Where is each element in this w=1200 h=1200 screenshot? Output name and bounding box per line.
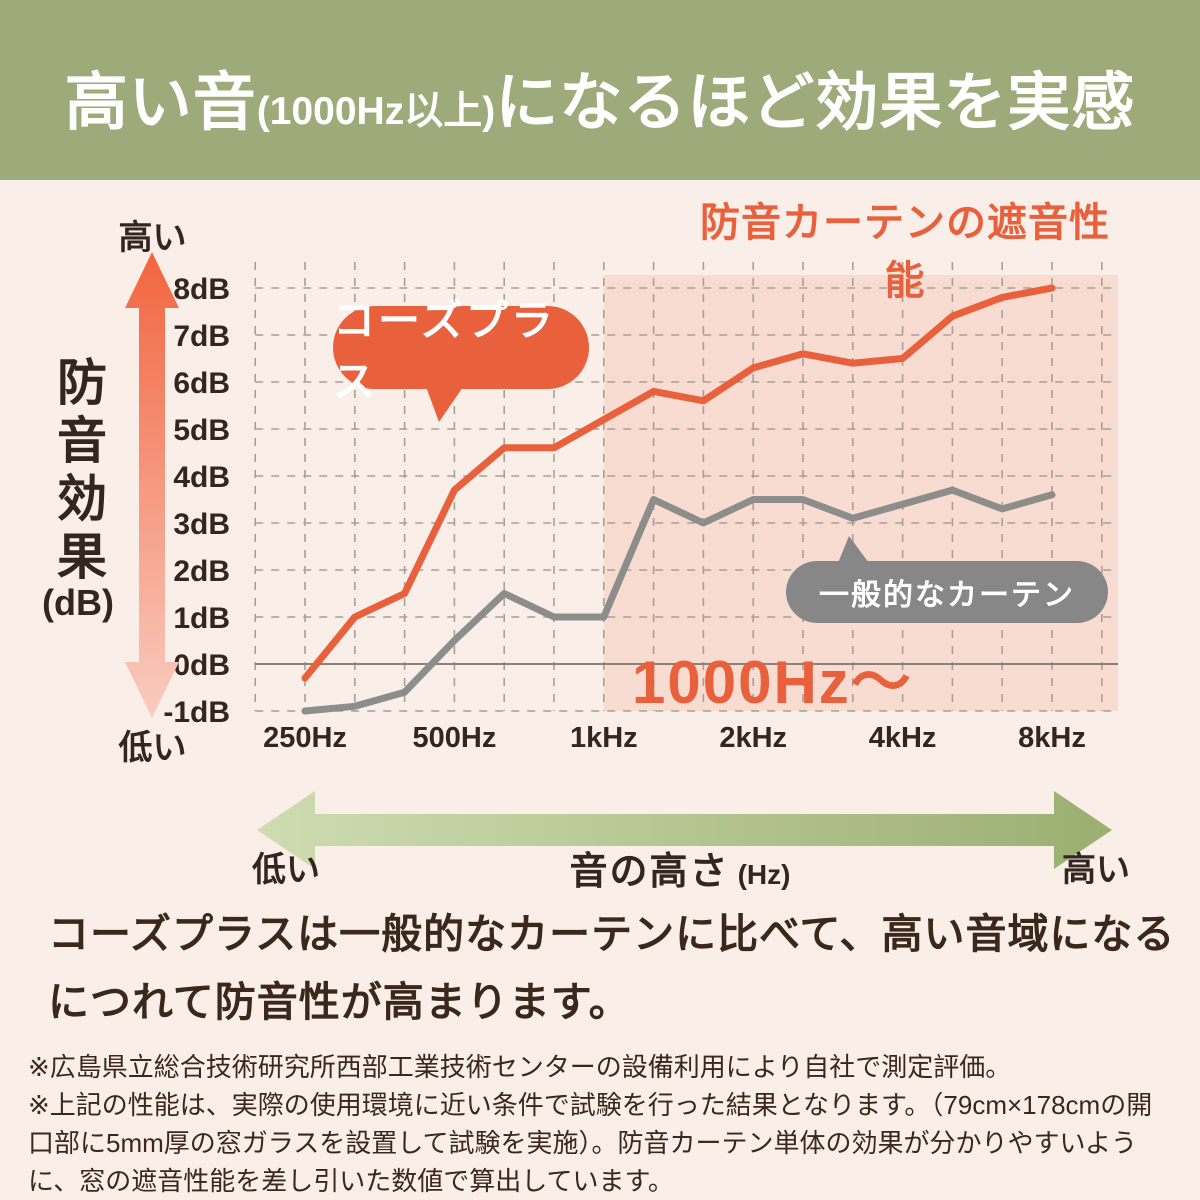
description-line-1: コーズプラスは一般的なカーテンに比べて、高い音域になる [48, 911, 1176, 957]
x-tick-label: 1kHz [570, 722, 638, 754]
y-axis-low-label: 低い [118, 729, 187, 767]
y-axis-high-label: 高い [118, 219, 187, 257]
x-axis-title: 音の高さ (Hz) [480, 840, 880, 895]
banner-title-part2: (1000Hz以上) [256, 90, 496, 133]
series-label-text: コーズプラス [333, 296, 556, 405]
y-axis-label: 防音効果 [50, 356, 106, 588]
description-text: コーズプラスは一般的なカーテンに比べて、高い音域になる につれて防音性が高まりま… [48, 900, 1178, 1036]
x-axis-title-unit: (Hz) [737, 859, 791, 890]
y-tick-label: 8dB [173, 273, 230, 306]
banner-title-part3: になるほど効果を実感 [495, 68, 1136, 138]
x-tick-label: 2kHz [719, 722, 787, 754]
x-axis-gradient-arrow [257, 791, 1112, 869]
x-tick-label: 4kHz [869, 722, 937, 754]
x-axis-low-label: 低い [252, 851, 320, 889]
x-axis-title-text: 音の高さ [569, 851, 730, 893]
y-tick-label: 6dB [173, 367, 230, 400]
y-tick-label: -1dB [163, 696, 230, 729]
y-tick-label: 0dB [173, 649, 230, 682]
description-line-2: につれて防音性が高まります。 [48, 979, 631, 1025]
highlight-region-label: 1000Hz〜 [632, 649, 913, 716]
series-label-text: 一般的なカーテン [819, 579, 1075, 612]
x-tick-label: 500Hz [412, 722, 496, 754]
bubble-tail-icon [425, 384, 465, 422]
y-axis-unit: (dB) [42, 582, 114, 623]
y-axis-gradient-arrow [125, 252, 179, 718]
y-tick-label: 1dB [173, 602, 230, 635]
x-tick-label: 250Hz [263, 722, 347, 754]
series-line-1 [301, 486, 1056, 715]
footnotes: ※広島県立総合技術研究所西部工業技術センターの設備利用により自社で測定評価。 ※… [28, 1048, 1178, 1200]
highlight-region [603, 275, 1118, 711]
y-tick-label: 2dB [173, 555, 230, 588]
series-label-bubble-generic-curtain: 一般的なカーテン [786, 536, 1108, 623]
chart-title: 防音カーテンの遮音性能 [700, 201, 1110, 303]
footnote-1: ※広島県立総合技術研究所西部工業技術センターの設備利用により自社で測定評価。 [28, 1052, 1012, 1082]
header-banner: 高い音 (1000Hz以上) になるほど効果を実感 [0, 0, 1200, 180]
series-label-bubble-kozu-plus: コーズプラス [333, 297, 589, 422]
footnote-2: ※上記の性能は、実際の使用環境に近い条件で試験を行った結果となります。（79cm… [28, 1090, 1153, 1196]
banner-title-part1: 高い音 [64, 68, 257, 138]
bubble-tail-icon [838, 536, 869, 563]
y-tick-label: 3dB [173, 508, 230, 541]
y-tick-label: 5dB [173, 414, 230, 447]
y-tick-label: 7dB [173, 320, 230, 353]
x-tick-label: 8kHz [1018, 722, 1086, 754]
series-line-0 [301, 284, 1056, 682]
x-axis-high-label: 高い [1062, 851, 1130, 889]
y-tick-label: 4dB [173, 461, 230, 494]
